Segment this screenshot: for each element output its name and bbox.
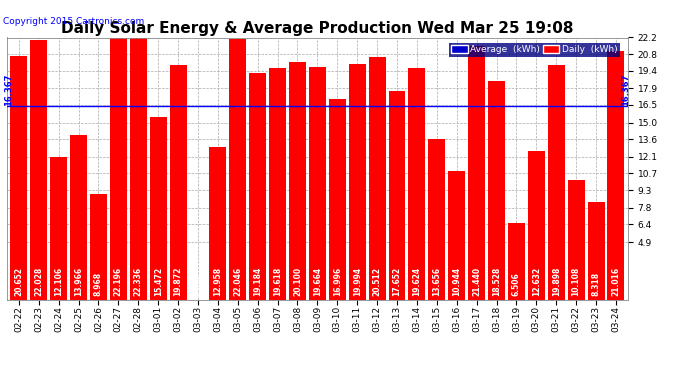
Text: 22.046: 22.046 xyxy=(233,267,242,297)
Text: 22.196: 22.196 xyxy=(114,267,123,297)
Bar xyxy=(368,57,386,300)
Text: 19.872: 19.872 xyxy=(174,267,183,297)
Text: 6.506: 6.506 xyxy=(512,273,521,297)
Bar xyxy=(388,91,406,300)
Text: 10.108: 10.108 xyxy=(571,267,581,297)
Text: 20.100: 20.100 xyxy=(293,267,302,297)
Text: 12.106: 12.106 xyxy=(54,267,63,297)
Bar xyxy=(428,138,445,300)
Text: Copyright 2015 Cartronics.com: Copyright 2015 Cartronics.com xyxy=(3,17,145,26)
Bar xyxy=(70,135,87,300)
Bar xyxy=(229,39,246,300)
Bar xyxy=(528,151,545,300)
Text: 10.944: 10.944 xyxy=(452,267,461,297)
Bar xyxy=(488,81,505,300)
Bar xyxy=(508,223,525,300)
Text: 18.528: 18.528 xyxy=(492,267,501,297)
Text: 19.898: 19.898 xyxy=(552,267,561,297)
Bar xyxy=(607,51,624,300)
Text: 0.000: 0.000 xyxy=(193,273,202,297)
Bar xyxy=(269,68,286,300)
Title: Daily Solar Energy & Average Production Wed Mar 25 19:08: Daily Solar Energy & Average Production … xyxy=(61,21,573,36)
Bar xyxy=(10,56,28,300)
Bar xyxy=(30,39,47,300)
Text: 16.996: 16.996 xyxy=(333,267,342,297)
Bar xyxy=(90,194,107,300)
Bar xyxy=(249,73,266,300)
Bar xyxy=(588,202,604,300)
Text: 16.367: 16.367 xyxy=(4,74,13,106)
Text: 19.184: 19.184 xyxy=(253,267,262,297)
Text: 17.652: 17.652 xyxy=(393,267,402,297)
Text: 21.440: 21.440 xyxy=(472,267,481,297)
Bar xyxy=(348,64,366,300)
Bar xyxy=(329,99,346,300)
Text: 19.994: 19.994 xyxy=(353,267,362,297)
Text: 19.624: 19.624 xyxy=(413,267,422,297)
Legend: Average  (kWh), Daily  (kWh): Average (kWh), Daily (kWh) xyxy=(448,42,620,57)
Bar xyxy=(568,180,584,300)
Bar xyxy=(408,68,425,300)
Bar xyxy=(469,46,485,300)
Bar xyxy=(150,117,166,300)
Text: 19.618: 19.618 xyxy=(273,267,282,297)
Bar xyxy=(309,68,326,300)
Text: 13.656: 13.656 xyxy=(433,267,442,297)
Text: 19.664: 19.664 xyxy=(313,267,322,297)
Bar xyxy=(210,147,226,300)
Text: 21.016: 21.016 xyxy=(611,267,620,297)
Text: 22.028: 22.028 xyxy=(34,267,43,297)
Bar xyxy=(289,62,306,300)
Text: 16.367: 16.367 xyxy=(622,74,631,106)
Text: 8.318: 8.318 xyxy=(591,272,600,297)
Bar xyxy=(110,38,127,300)
Bar xyxy=(130,36,147,300)
Text: 20.512: 20.512 xyxy=(373,267,382,297)
Text: 8.968: 8.968 xyxy=(94,272,103,297)
Bar xyxy=(548,65,564,300)
Bar xyxy=(50,157,67,300)
Text: 13.966: 13.966 xyxy=(74,267,83,297)
Text: 22.336: 22.336 xyxy=(134,267,143,297)
Bar xyxy=(448,171,465,300)
Text: 12.958: 12.958 xyxy=(213,267,222,297)
Text: 20.652: 20.652 xyxy=(14,267,23,297)
Text: 15.472: 15.472 xyxy=(154,267,163,297)
Text: 12.632: 12.632 xyxy=(532,267,541,297)
Bar xyxy=(170,65,186,300)
